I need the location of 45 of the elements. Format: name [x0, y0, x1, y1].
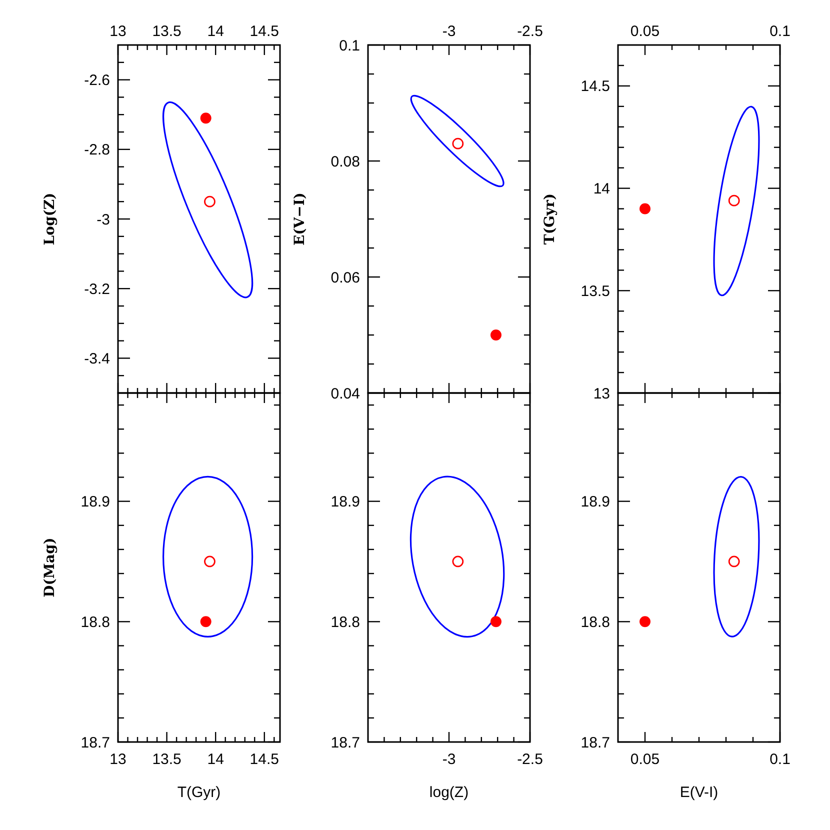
x-tick-label: -2.5	[517, 23, 543, 40]
x-tick-label: 14.5	[250, 23, 279, 40]
x-tick-label: 0.1	[770, 751, 790, 768]
x-tick-label: 13.5	[152, 751, 182, 768]
x-axis-title: log(Z)	[429, 784, 469, 801]
y-axis-title: D(Mag)	[42, 538, 58, 598]
x-tick-label: 0.05	[630, 23, 660, 40]
x-tick-label: 14	[207, 23, 224, 40]
y-tick-label: 18.7	[330, 734, 360, 752]
y-tick-label: 0.04	[330, 385, 360, 402]
y-tick-label: 13	[593, 385, 610, 402]
y-tick-label: 14.5	[580, 78, 610, 96]
x-axis-title: T(Gyr)	[177, 784, 221, 801]
y-tick-label: 18.7	[580, 734, 610, 752]
y-axis-title: T(Gyr)	[542, 193, 558, 245]
x-tick-label: -3	[442, 751, 456, 768]
x-tick-label: 13	[110, 23, 126, 40]
x-tick-label: 13	[110, 751, 126, 768]
y-tick-label: 18.8	[330, 614, 360, 631]
y-tick-label: 18.8	[80, 614, 110, 631]
x-tick-label: 14.5	[250, 751, 279, 768]
x-tick-label: 0.1	[770, 23, 790, 40]
y-tick-label: 0.1	[339, 37, 360, 54]
y-tick-label: 18.9	[80, 494, 110, 511]
y-axis-title: E(V−I)	[292, 192, 308, 246]
x-tick-label: -3	[442, 23, 456, 40]
y-tick-label: 18.8	[580, 614, 610, 631]
x-tick-label: 0.05	[630, 751, 660, 768]
y-tick-label: -2.8	[84, 142, 110, 159]
x-axis-title: E(V-I)	[680, 784, 718, 801]
y-tick-label: -3.4	[84, 350, 110, 368]
y-tick-label: -3	[96, 211, 110, 228]
y-tick-label: 14	[593, 180, 610, 198]
y-tick-label: -2.6	[84, 72, 110, 90]
y-tick-label: 13.5	[580, 282, 610, 300]
y-tick-label: 18.7	[80, 734, 110, 752]
x-tick-label: 13.5	[152, 23, 182, 40]
y-tick-label: 0.08	[330, 153, 360, 170]
y-tick-label: 18.9	[330, 494, 360, 511]
x-tick-label: -2.5	[517, 751, 543, 768]
x-tick-label: 14	[207, 751, 224, 768]
y-tick-label: -3.2	[84, 280, 110, 298]
y-axis-title: Log(Z)	[42, 192, 58, 246]
y-tick-label: 18.9	[580, 494, 610, 511]
y-tick-label: 0.06	[330, 269, 360, 286]
